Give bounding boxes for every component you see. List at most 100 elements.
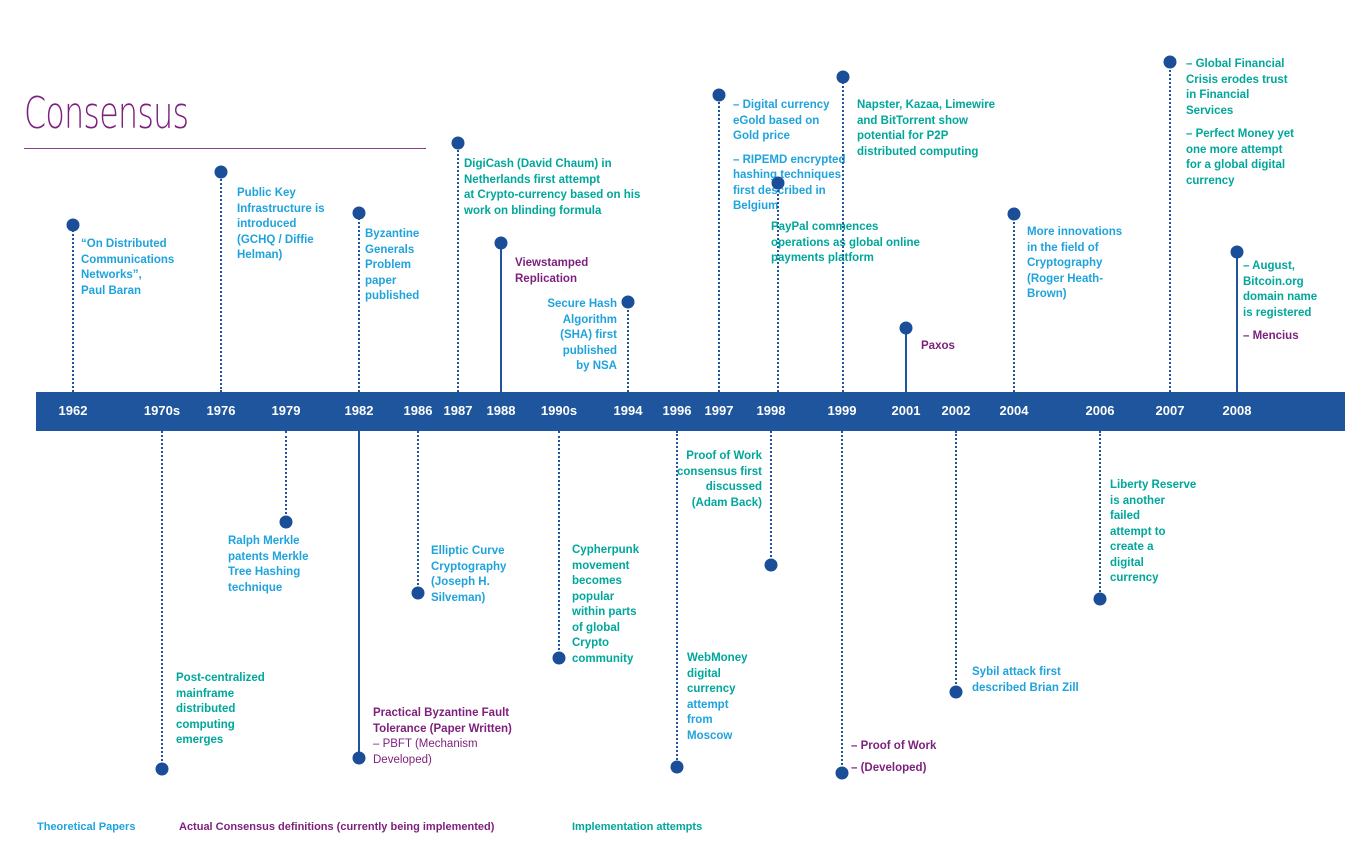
year-label-2006: 2006: [1085, 403, 1115, 418]
event-text-line: (GCHQ / Diffie: [237, 233, 314, 246]
event-label-1976: Public Key Infrastructure is introduced (GC…: [237, 186, 325, 264]
event-label-1962: “On Distributed Communications Networks”, P…: [81, 237, 174, 299]
year-label-1994: 1994: [613, 403, 643, 418]
event-connector-1962: [72, 225, 74, 392]
year-label-1976: 1976: [206, 403, 236, 418]
event-label-1998: PayPal commences operations as global onl…: [771, 220, 920, 267]
year-label-2008: 2008: [1222, 403, 1252, 418]
event-text-line: Netherlands first attempt: [464, 173, 601, 186]
event-text-line: Secure Hash: [547, 298, 617, 310]
event-text-line: Post-centralized: [176, 672, 265, 684]
event-connector-1982: [358, 431, 360, 758]
event-text-line: Communications: [81, 253, 175, 266]
event-text-line: in the field of: [1027, 241, 1099, 254]
event-text-line: – (Developed): [851, 761, 927, 774]
event-text-line: and BitTorrent show: [857, 114, 968, 127]
event-text-line: distributed: [176, 703, 236, 715]
event-label-2002: Sybil attack first described Brian Zill: [972, 665, 1079, 696]
event-marker-1982: [352, 206, 366, 220]
year-label-2001: 2001: [891, 403, 921, 418]
event-label-1990s: Cypherpunk movement becomes popular within p…: [572, 543, 639, 667]
year-label-2002: 2002: [941, 403, 971, 418]
year-label-2007: 2007: [1155, 403, 1185, 418]
event-text-line: is another: [1110, 494, 1165, 507]
event-marker-2007: [1163, 55, 1177, 69]
event-text-line: (Adam Back): [691, 496, 762, 509]
legend-consensus-definitions: Actual Consensus definitions (currently …: [179, 821, 495, 833]
event-label-2007: – Global Financial Crisis erodes trust in …: [1186, 57, 1294, 189]
event-marker-1999: [836, 70, 850, 84]
event-text-line: becomes: [572, 575, 622, 587]
event-text-line: Public Key: [237, 187, 296, 199]
event-text-line: Cypherpunk: [572, 544, 640, 556]
event-marker-1970s: [155, 762, 169, 776]
page-title: Consensus: [24, 88, 189, 139]
year-label-1996: 1996: [662, 403, 692, 418]
event-connector-2001: [905, 328, 907, 392]
event-text-line: consensus first: [677, 465, 762, 478]
event-marker-1996: [712, 88, 726, 102]
event-text-line: WebMoney: [687, 652, 748, 664]
event-text-line: – Digital currency: [733, 99, 830, 111]
event-text-line: described Brian Zill: [972, 681, 1079, 694]
event-text-line: from: [687, 714, 713, 726]
event-text-line: community: [572, 652, 634, 665]
event-connector-1988: [500, 243, 502, 392]
event-text-line: movement: [572, 559, 630, 572]
year-label-1999: 1999: [827, 403, 857, 418]
legend-implementation-attempts: Implementation attempts: [572, 821, 703, 833]
event-text-line: – RIPEMD encrypted: [733, 153, 846, 166]
event-label-1996: – Digital currency eGold based on Gold pri…: [733, 98, 845, 215]
event-label-1986: Elliptic Curve Cryptography (Joseph H. Silv…: [431, 544, 506, 606]
event-marker-2008: [1230, 245, 1244, 259]
event-text-line: Tree Hashing: [228, 566, 301, 578]
event-text-line: Crisis erodes trust: [1186, 73, 1288, 86]
event-marker-1962: [66, 218, 80, 232]
event-text-line: Moscow: [687, 729, 733, 742]
year-label-1982: 1982: [344, 403, 374, 418]
event-text-line: Practical Byzantine Fault: [373, 707, 510, 719]
event-text-line: paper: [365, 274, 397, 287]
event-text-line: Proof of Work: [686, 450, 762, 462]
event-connector-1996: [718, 95, 720, 392]
event-text-line: in Financial: [1186, 89, 1250, 101]
event-connector-1998: [777, 183, 779, 392]
event-label-2004: More innovations in the field of Cryptogra…: [1027, 225, 1122, 303]
event-text-line: attempt to: [1110, 525, 1166, 538]
event-text-line: currency: [687, 683, 736, 695]
event-marker-1986: [411, 586, 425, 600]
event-connector-1970s: [161, 431, 163, 769]
event-text-line: Helman): [237, 249, 283, 261]
event-text-line: operations as global online: [771, 236, 920, 249]
event-text-line: Cryptography: [1027, 257, 1103, 269]
event-label-2006: Liberty Reserve is another failed attempt t…: [1110, 478, 1196, 587]
event-text-line: create a: [1110, 541, 1154, 553]
event-connector-1979: [285, 431, 287, 522]
event-label-1996: WebMoney digital currency attempt from Moscow: [687, 651, 748, 744]
event-text-line: DigiCash (David Chaum) in: [464, 158, 612, 170]
event-connector-1982: [358, 213, 360, 392]
year-label-2004: 2004: [999, 403, 1029, 418]
event-label-1979: Ralph Merkle patents Merkle Tree Hashing te…: [228, 534, 309, 596]
year-label-1979: 1979: [271, 403, 301, 418]
year-label-1988: 1988: [486, 403, 516, 418]
event-text-line: attempt: [687, 698, 729, 711]
event-text-line: Brown): [1027, 288, 1067, 300]
event-connector-1996: [676, 431, 678, 767]
event-marker-1976: [214, 165, 228, 179]
event-text-line: distributed computing: [857, 145, 979, 158]
event-text-line: digital: [687, 667, 721, 680]
event-marker-1994: [621, 295, 635, 309]
event-text-line: Viewstamped: [515, 257, 589, 269]
event-text-line: Problem: [365, 259, 412, 271]
event-connector-1997: [770, 431, 772, 565]
event-connector-2004: [1013, 214, 1015, 392]
event-text-line: for a global digital: [1186, 159, 1286, 171]
event-connector-1990s: [558, 431, 560, 658]
event-label-1987: DigiCash (David Chaum) in Netherlands fir…: [464, 157, 640, 219]
event-text-line: – Perfect Money yet: [1186, 128, 1295, 140]
event-text-line: Napster, Kazaa, Limewire: [857, 99, 996, 111]
event-text-line: by NSA: [576, 360, 617, 372]
event-label-1970s: Post-centralized mainframe distributed comp…: [176, 671, 265, 749]
